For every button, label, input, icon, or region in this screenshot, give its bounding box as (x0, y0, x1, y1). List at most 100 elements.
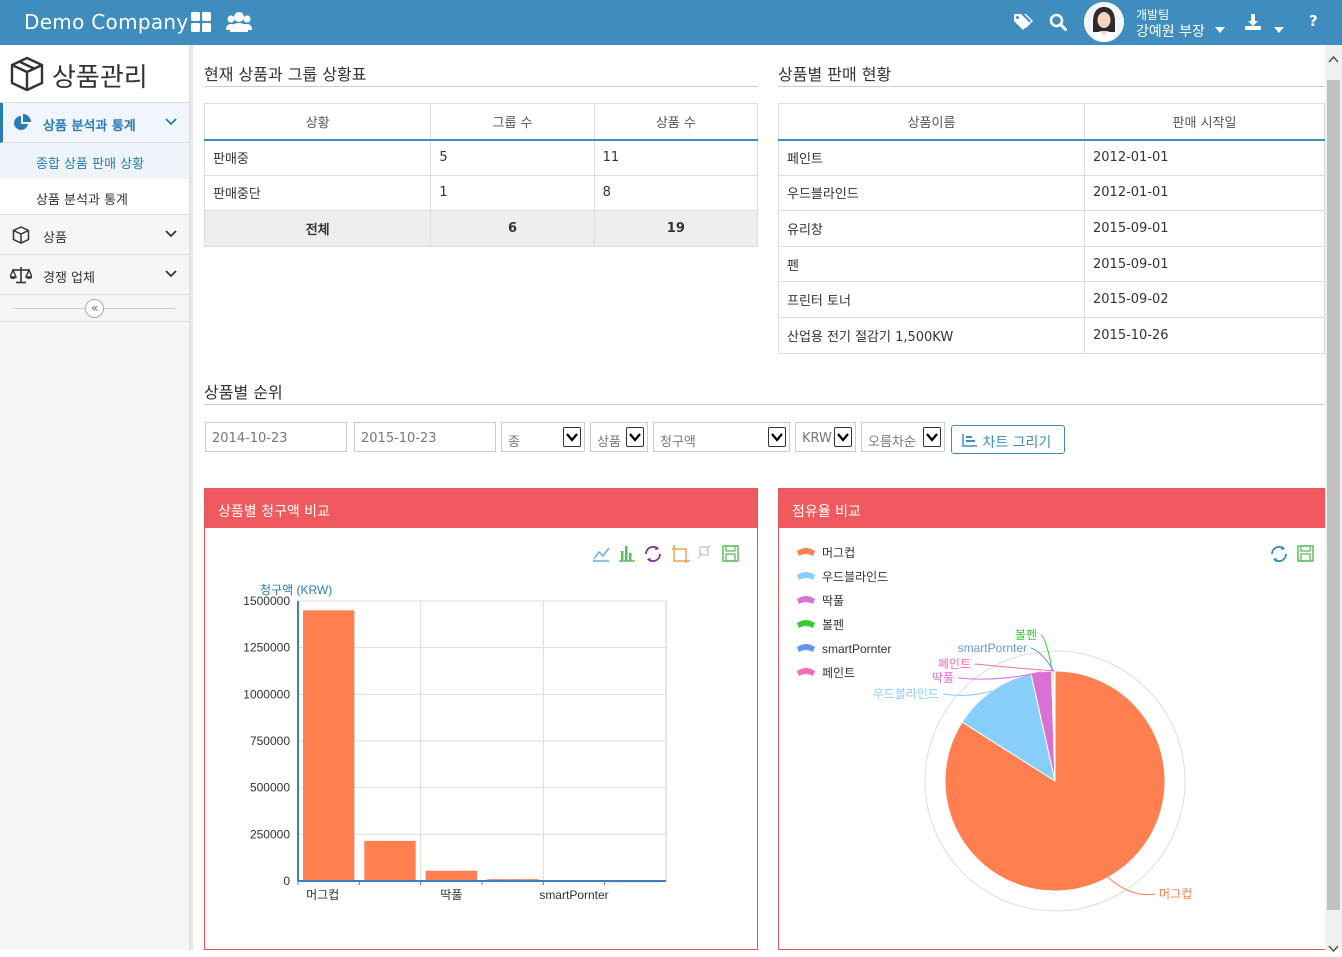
order-select[interactable]: 오름차순 (861, 422, 945, 452)
scroll-down-icon[interactable] (1328, 938, 1339, 957)
column-header: 그룹 수 (430, 103, 595, 141)
download-dropdown-icon[interactable] (1273, 19, 1285, 38)
line-chart-icon[interactable] (593, 547, 610, 562)
scale-icon (8, 266, 34, 288)
table-cell: 11 (593, 139, 759, 176)
sidebar-collapse-row: « (0, 295, 189, 322)
legend-swatch[interactable] (797, 620, 815, 628)
chevron-down-icon (563, 427, 581, 447)
pie-slice[interactable] (1053, 670, 1056, 782)
users-icon[interactable] (226, 11, 252, 37)
collapse-sidebar-button[interactable]: « (85, 299, 104, 318)
table-cell: 펜 (778, 245, 1085, 283)
sidebar-border (190, 45, 193, 950)
table-cell: 2015-10-26 (1084, 316, 1325, 354)
pie-chart-panel-title: 점유율 비교 (779, 489, 1326, 528)
zoom-reset-icon[interactable] (697, 545, 711, 560)
legend-label[interactable]: smartPornter (822, 642, 891, 656)
bar[interactable] (364, 840, 416, 881)
legend-label[interactable]: 우드블라인드 (822, 570, 888, 584)
bar[interactable] (425, 870, 477, 881)
table-cell: 페인트 (778, 139, 1085, 176)
table-cell: 전체 (203, 210, 432, 247)
grid-icon[interactable] (190, 11, 212, 37)
legend-label[interactable]: 볼펜 (822, 618, 844, 632)
sidebar-subitem-sales-overview[interactable]: 종합 상품 판매 상황 (0, 143, 189, 179)
bar-chart-icon[interactable] (619, 546, 635, 562)
table-row: 펜 2015-09-01 (778, 245, 1325, 283)
sidebar-item-label: 경쟁 업체 (43, 271, 95, 286)
sidebar-item-analytics[interactable]: 상품 분석과 통계 (0, 103, 189, 143)
leader-line (1040, 634, 1053, 672)
help-icon[interactable]: ? (1309, 12, 1318, 30)
vertical-scrollbar[interactable] (1325, 45, 1342, 953)
legend-swatch[interactable] (797, 548, 815, 556)
save-image-icon[interactable] (722, 545, 739, 562)
legend-label[interactable]: 딱풀 (822, 594, 844, 608)
bar-chart: 1500000 1250000 1000000 750000 500000 250000 0… (243, 583, 667, 902)
y-axis-label: 청구액 (KRW) (260, 583, 332, 597)
top-bar: Demo Company 개발팀 강예원 부장 ? (0, 0, 1342, 45)
slice-label: 볼펜 (1015, 628, 1037, 642)
tags-icon[interactable] (1013, 13, 1033, 35)
sidebar-subitem-label: 상품 분석과 통계 (36, 193, 128, 208)
sales-table-title: 상품별 판매 현황 (778, 65, 892, 84)
target-select[interactable]: 상품 (590, 422, 648, 452)
legend-swatch[interactable] (797, 596, 815, 604)
legend-swatch[interactable] (797, 572, 815, 580)
slice-label: 머그컵 (1159, 887, 1192, 901)
end-date-input[interactable]: 2015-10-23 (354, 422, 496, 452)
table-cell: 프린터 토너 (778, 281, 1085, 318)
metric-select[interactable]: 청구액 (653, 422, 790, 452)
x-tick-label: 머그컵 (306, 888, 339, 902)
sidebar-item-products[interactable]: 상품 (0, 215, 189, 255)
brand-name[interactable]: Demo Company (24, 10, 189, 34)
leader-line (1030, 647, 1055, 672)
pie-chart-icon (13, 114, 31, 136)
legend-swatch[interactable] (797, 668, 815, 676)
legend-label[interactable]: 머그컵 (822, 546, 855, 560)
sidebar-subitem-analytics[interactable]: 상품 분석과 통계 (0, 179, 189, 215)
start-date-input[interactable]: 2014-10-23 (205, 422, 347, 452)
user-team: 개발팀 (1136, 8, 1170, 22)
ranking-title: 상품별 순위 (204, 383, 283, 402)
user-dropdown-icon[interactable] (1214, 19, 1226, 38)
select-value: 상품 (597, 435, 621, 450)
scroll-up-icon[interactable] (1328, 48, 1339, 67)
table-cell: 유리창 (778, 210, 1085, 247)
box-icon (12, 226, 30, 248)
table-row: 판매중 5 11 (203, 139, 759, 176)
sidebar-item-competitors[interactable]: 경쟁 업체 (0, 255, 189, 295)
slice-label: 우드블라인드 (873, 687, 939, 701)
table-cell: 판매중단 (203, 174, 432, 212)
save-image-icon[interactable] (1297, 545, 1314, 562)
table-row: 산업용 전기 절감기 1,500KW 2015-10-26 (778, 316, 1325, 354)
type-select[interactable]: 종 (501, 422, 585, 452)
chevron-down-icon (834, 427, 852, 447)
chevron-down-icon (768, 427, 786, 447)
legend-swatch[interactable] (797, 644, 815, 652)
user-avatar[interactable] (1084, 2, 1124, 42)
scrollbar-thumb[interactable] (1327, 80, 1340, 910)
table-cell: 우드블라인드 (778, 174, 1085, 212)
data-zoom-icon[interactable] (672, 545, 690, 563)
table-cell: 2012-01-01 (1084, 174, 1325, 212)
search-icon[interactable] (1049, 13, 1067, 35)
restore-icon[interactable] (645, 546, 661, 562)
divider (778, 86, 1325, 87)
download-icon[interactable] (1244, 13, 1262, 35)
leader-line (1107, 877, 1156, 896)
draw-chart-button[interactable]: 차트 그리기 (951, 425, 1065, 454)
select-value: KRW (802, 431, 832, 446)
y-tick-label: 1000000 (243, 687, 290, 701)
slice-label: 딱풀 (932, 671, 954, 685)
y-tick-label: 1500000 (243, 594, 290, 608)
user-name[interactable]: 강예원 부장 (1136, 24, 1205, 40)
leader-line (957, 671, 1042, 680)
legend-label[interactable]: 페인트 (822, 666, 855, 680)
bar[interactable] (303, 610, 355, 881)
currency-select[interactable]: KRW (795, 422, 856, 452)
restore-icon[interactable] (1271, 546, 1287, 562)
pie-chart-panel: 점유율 비교 머그컵 우드블라인드 딱풀 볼펜 smartPornter 페인트 머그컵 우드… (778, 488, 1327, 950)
table-cell: 2015-09-01 (1084, 245, 1325, 283)
